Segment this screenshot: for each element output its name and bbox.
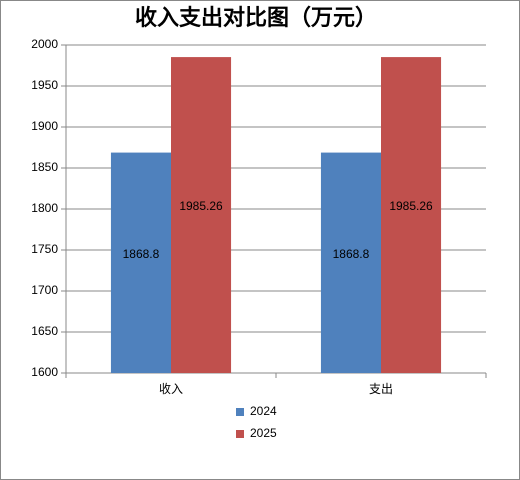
y-tick-label: 1750 — [31, 242, 58, 256]
bar — [320, 152, 381, 373]
legend-swatch — [236, 430, 244, 438]
x-tick-label: 收入 — [159, 382, 183, 396]
y-tick-label: 1900 — [31, 119, 58, 133]
y-tick-label: 1850 — [31, 160, 58, 174]
y-tick-label: 1650 — [31, 324, 58, 338]
y-tick-label: 1600 — [31, 365, 58, 379]
y-tick-label: 1700 — [31, 283, 58, 297]
data-label: 1868.8 — [123, 247, 160, 261]
legend-label: 2024 — [250, 404, 277, 418]
legend-swatch — [236, 408, 244, 416]
chart-title: 收入支出对比图（万元） — [135, 5, 377, 30]
data-label: 1985.26 — [179, 199, 223, 213]
bar — [381, 57, 442, 374]
bar — [110, 152, 171, 373]
legend-label: 2025 — [250, 426, 277, 440]
y-tick-label: 2000 — [31, 37, 58, 51]
x-tick-label: 支出 — [369, 382, 393, 396]
data-label: 1985.26 — [389, 199, 433, 213]
y-tick-label: 1950 — [31, 78, 58, 92]
bar — [171, 57, 232, 374]
data-label: 1868.8 — [333, 247, 370, 261]
y-tick-label: 1800 — [31, 201, 58, 215]
